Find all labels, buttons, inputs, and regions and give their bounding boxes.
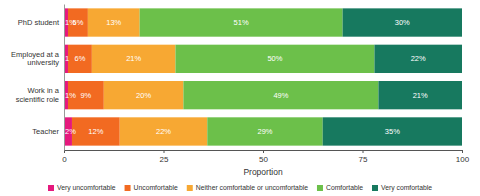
legend-label: Neither comfortable or uncomfortable xyxy=(196,184,308,191)
category-label: Work in ascientific role xyxy=(16,86,60,103)
legend-item: Very comfortable xyxy=(372,184,432,192)
data-label: 49% xyxy=(273,91,288,100)
y-axis: PhD student Employed at auniversity Work i… xyxy=(11,5,64,151)
axis-title: Proportion xyxy=(243,167,282,177)
data-label: 51% xyxy=(234,18,249,27)
bar-segment xyxy=(175,45,374,73)
tick: Teacher xyxy=(32,127,64,136)
data-labels: 1%11%2%5%6%9%12%13%21%20%22%51%50%49%29%… xyxy=(65,18,428,136)
tick-label: 0 xyxy=(62,155,67,164)
tick: 75 xyxy=(359,150,368,164)
bar-segment xyxy=(104,81,184,109)
bar-segment xyxy=(374,45,462,73)
tick-mark xyxy=(462,150,463,153)
data-label: 2% xyxy=(65,127,76,136)
bar-segment xyxy=(92,45,176,73)
legend-swatch xyxy=(125,185,131,191)
legend: Very uncomfortable Uncomfortable Neither c… xyxy=(48,184,432,192)
x-axis: 0 25 50 75 100 xyxy=(62,150,469,164)
tick: 50 xyxy=(259,150,268,164)
data-label: 9% xyxy=(80,91,91,100)
data-label: 1 xyxy=(65,54,69,63)
tick-label: 25 xyxy=(160,155,169,164)
legend-item: Comfortable xyxy=(317,184,363,191)
tick: 100 xyxy=(456,150,470,164)
data-label: 20% xyxy=(136,91,151,100)
category-label: Employed at auniversity xyxy=(11,50,60,67)
tick: 25 xyxy=(160,150,169,164)
tick-mark xyxy=(263,150,264,153)
bar-segment xyxy=(68,45,92,73)
bar-segment xyxy=(140,8,343,36)
data-label: 13% xyxy=(106,18,121,27)
data-label: 35% xyxy=(385,127,400,136)
bar-segment xyxy=(207,117,322,145)
data-label: 21% xyxy=(126,54,141,63)
bars xyxy=(64,8,462,145)
legend-label: Very uncomfortable xyxy=(57,184,116,192)
data-label: 5% xyxy=(73,18,84,27)
legend-item: Neither comfortable or uncomfortable xyxy=(187,184,308,191)
tick: 0 xyxy=(62,150,67,164)
tick-mark xyxy=(363,150,364,153)
legend-label: Very comfortable xyxy=(381,184,432,192)
legend-swatch xyxy=(187,185,193,191)
data-label: 30% xyxy=(395,18,410,27)
legend-swatch xyxy=(48,185,54,191)
bar-segment xyxy=(343,8,462,36)
chart: 0 25 50 75 100 PhD student Employed at auniver… xyxy=(0,0,480,196)
legend-item: Uncomfortable xyxy=(125,184,178,191)
bar-segment xyxy=(323,117,462,145)
series xyxy=(323,8,462,145)
bar-segment xyxy=(72,117,120,145)
legend-swatch xyxy=(317,185,323,191)
legend-item: Very uncomfortable xyxy=(48,184,116,192)
tick-label: 50 xyxy=(259,155,268,164)
bar-segment xyxy=(120,117,208,145)
data-label: 22% xyxy=(411,54,426,63)
data-label: 12% xyxy=(88,127,103,136)
legend-label: Comfortable xyxy=(326,184,363,191)
data-label: 22% xyxy=(156,127,171,136)
bar-segment xyxy=(378,81,462,109)
tick: Work in ascientific role xyxy=(16,86,64,103)
tick-label: 100 xyxy=(456,155,470,164)
data-label: 50% xyxy=(267,54,282,63)
tick-mark xyxy=(164,150,165,153)
data-label: 21% xyxy=(413,91,428,100)
bar-segment xyxy=(183,81,378,109)
tick: Employed at auniversity xyxy=(11,50,64,67)
data-label: 1% xyxy=(65,91,76,100)
plot: 0 25 50 75 100 PhD student Employed at auniver… xyxy=(11,5,470,164)
data-label: 6% xyxy=(74,54,85,63)
axis-line xyxy=(65,151,463,154)
legend-swatch xyxy=(372,185,378,191)
category-label: PhD student xyxy=(18,18,60,27)
data-label: 29% xyxy=(257,127,272,136)
legend-label: Uncomfortable xyxy=(134,184,178,191)
category-label: Teacher xyxy=(32,127,59,136)
tick-label: 75 xyxy=(359,155,368,164)
bar-segment xyxy=(88,8,140,36)
tick: PhD student xyxy=(18,18,64,27)
